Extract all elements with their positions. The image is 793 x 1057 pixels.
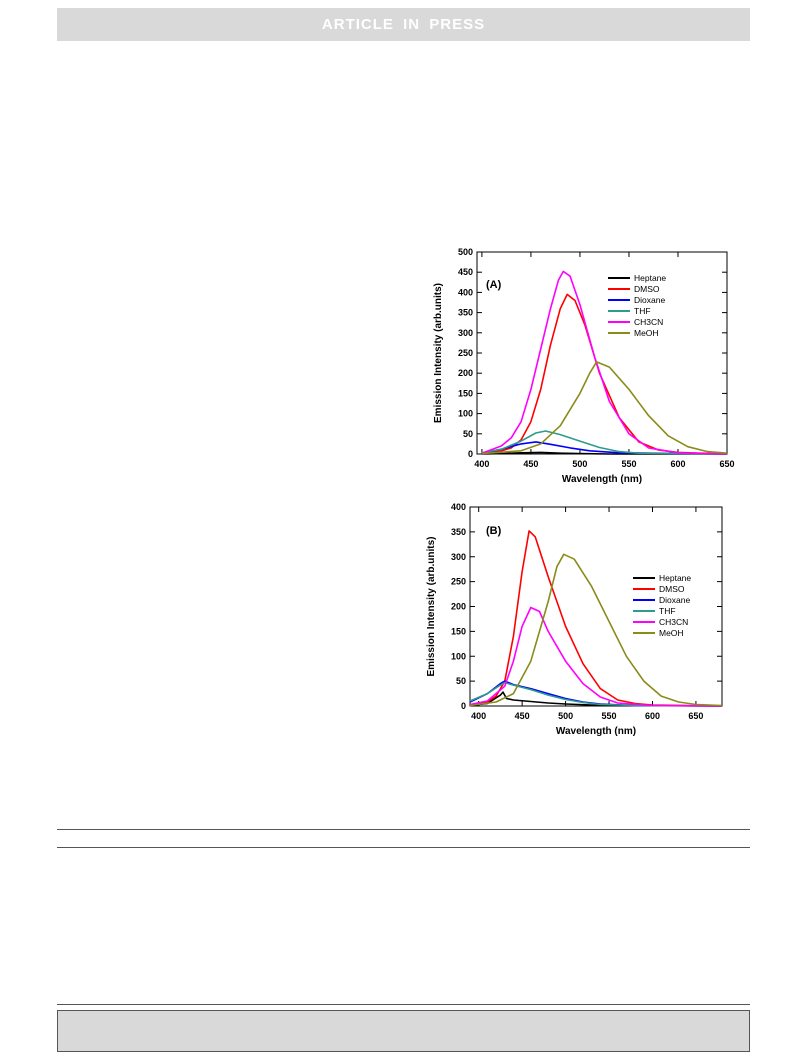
- y-tick-label: 0: [468, 449, 473, 459]
- legend-label: Heptane: [659, 573, 691, 583]
- legend-label: Heptane: [634, 273, 666, 283]
- x-tick-label: 400: [471, 711, 486, 721]
- series-line-meoh: [481, 361, 728, 455]
- divider-top: [57, 829, 750, 830]
- y-tick-label: 200: [451, 602, 466, 612]
- y-tick-label: 300: [451, 552, 466, 562]
- x-tick-label: 450: [515, 711, 530, 721]
- legend-label: Dioxane: [659, 595, 690, 605]
- x-tick-label: 450: [523, 459, 538, 469]
- y-tick-label: 500: [458, 247, 473, 257]
- y-tick-label: 250: [451, 577, 466, 587]
- article-in-press-banner: ARTICLE IN PRESS: [57, 8, 750, 41]
- x-tick-label: 550: [621, 459, 636, 469]
- series-line-ch3cn: [481, 270, 728, 455]
- series-line-heptane: [481, 451, 727, 455]
- legend-label: DMSO: [659, 584, 685, 594]
- legend-label: MeOH: [659, 628, 684, 638]
- y-tick-label: 0: [461, 701, 466, 711]
- series-line-dmso: [469, 530, 723, 707]
- series-line-dmso: [481, 293, 728, 455]
- legend-label: CH3CN: [659, 617, 688, 627]
- divider-bottom: [57, 847, 750, 848]
- legend-label: MeOH: [634, 328, 659, 338]
- y-axis-label: Emission Intensity (arb.units): [433, 283, 444, 423]
- legend-label: THF: [634, 306, 651, 316]
- x-tick-label: 650: [719, 459, 734, 469]
- y-tick-label: 50: [456, 676, 466, 686]
- y-tick-label: 100: [451, 651, 466, 661]
- legend-label: THF: [659, 606, 676, 616]
- y-axis-label: Emission Intensity (arb.units): [426, 536, 437, 676]
- y-tick-label: 150: [458, 388, 473, 398]
- y-tick-label: 250: [458, 348, 473, 358]
- series-line-heptane: [469, 691, 723, 707]
- panel-label: (A): [486, 279, 502, 291]
- y-tick-label: 350: [458, 308, 473, 318]
- x-tick-label: 500: [558, 711, 573, 721]
- series-line-meoh: [469, 553, 723, 707]
- x-tick-label: 400: [474, 459, 489, 469]
- plot-frame: [476, 251, 728, 455]
- emission-chart-a: 400 450 500 550 600 650 0 50 100 150 200 250 300 350 4…: [433, 247, 735, 485]
- y-tick-label: 300: [458, 328, 473, 338]
- banner-text: ARTICLE IN PRESS: [321, 16, 486, 33]
- series-line-ch3cn: [469, 606, 723, 707]
- y-tick-label: 100: [458, 409, 473, 419]
- y-tick-label: 400: [451, 502, 466, 512]
- divider-footer: [57, 1004, 750, 1005]
- series-line-thf: [481, 430, 728, 455]
- series-line-dioxane: [481, 441, 728, 455]
- x-tick-label: 600: [670, 459, 685, 469]
- y-tick-label: 400: [458, 287, 473, 297]
- y-tick-label: 50: [463, 429, 473, 439]
- y-tick-label: 200: [458, 368, 473, 378]
- legend-label: CH3CN: [634, 317, 663, 327]
- legend-label: Dioxane: [634, 295, 665, 305]
- panel-label: (B): [486, 525, 502, 537]
- legend-label: DMSO: [634, 284, 660, 294]
- x-tick-label: 550: [602, 711, 617, 721]
- x-tick-label: 600: [645, 711, 660, 721]
- y-tick-label: 350: [451, 527, 466, 537]
- y-tick-label: 150: [451, 626, 466, 636]
- footer-box: [57, 1010, 750, 1052]
- x-tick-label: 500: [572, 459, 587, 469]
- x-axis-label: Wavelength (nm): [556, 726, 636, 737]
- x-tick-label: 650: [688, 711, 703, 721]
- y-tick-label: 450: [458, 267, 473, 277]
- series-line-thf: [469, 681, 723, 707]
- emission-chart-b: 400 450 500 550 600 650 0 50 100 150 200 250 300 350 4…: [426, 502, 723, 737]
- x-axis-label: Wavelength (nm): [562, 474, 642, 485]
